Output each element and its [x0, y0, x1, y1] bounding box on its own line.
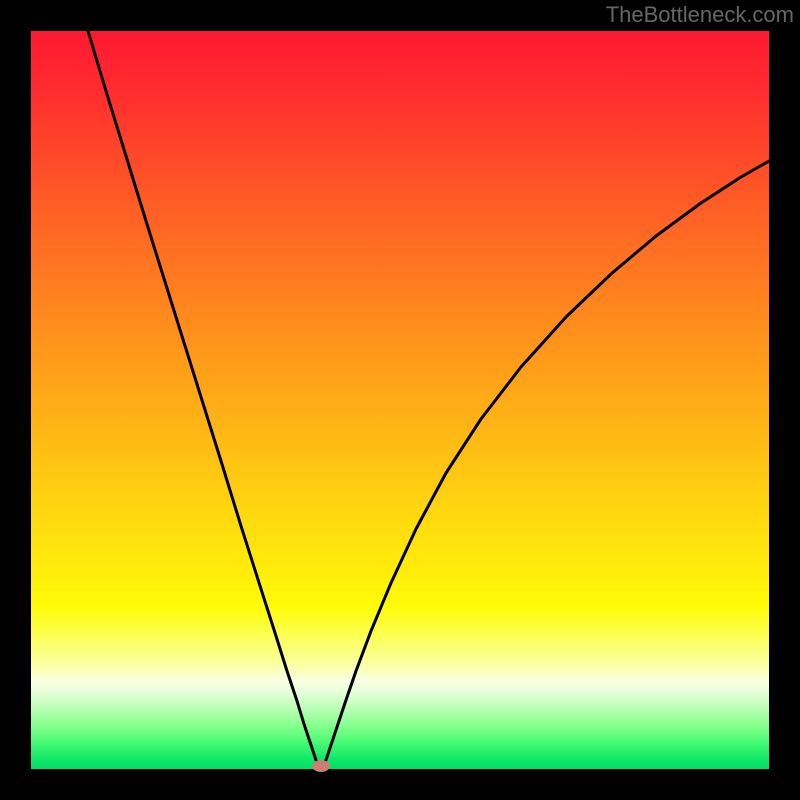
- optimal-point-marker: [312, 760, 330, 772]
- watermark-text: TheBottleneck.com: [606, 2, 794, 28]
- frame-right: [769, 0, 800, 800]
- plot-area: [31, 31, 769, 769]
- frame-left: [0, 0, 31, 800]
- frame-bottom: [0, 769, 800, 800]
- chart-container: TheBottleneck.com: [0, 0, 800, 800]
- bottleneck-curve: [31, 31, 769, 769]
- gradient-background: [31, 31, 769, 769]
